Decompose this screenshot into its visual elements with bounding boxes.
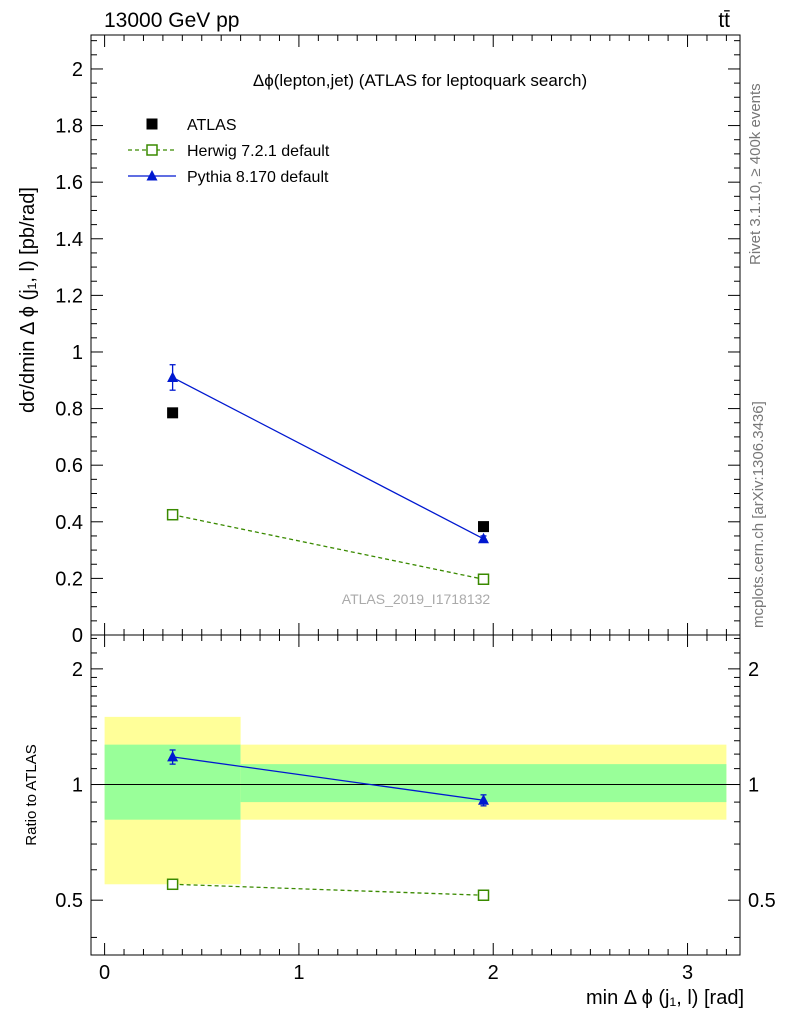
ratio-y-tick-label-right: 0.5 bbox=[748, 890, 776, 912]
legend-marker bbox=[146, 144, 158, 156]
x-tick-label: 0 bbox=[99, 962, 110, 984]
ratio-y-tick-label: 1 bbox=[72, 775, 83, 797]
main-series-pythia-8-170-default bbox=[167, 364, 490, 544]
main-series-herwig-7-2-1-default bbox=[166, 508, 490, 585]
main-series-line bbox=[172, 514, 484, 580]
analysis-watermark: ATLAS_2019_I1718132 bbox=[342, 591, 491, 607]
chart-title: Δϕ(lepton,jet) (ATLAS for leptoquark sea… bbox=[253, 71, 587, 90]
rivet-label: Rivet 3.1.10, ≥ 400k events bbox=[747, 83, 764, 265]
ratio-data-point bbox=[478, 794, 490, 805]
main-y-tick-label: 0 bbox=[72, 625, 83, 647]
ratio-y-tick-label-right: 2 bbox=[748, 659, 759, 681]
legend-label: Pythia 8.170 default bbox=[187, 169, 329, 186]
main-plot-area bbox=[166, 364, 490, 585]
x-axis: 0 1 2 3 bbox=[99, 635, 727, 984]
main-data-point bbox=[166, 508, 179, 521]
ratio-series-pythia-8-170-default bbox=[167, 749, 490, 807]
ratio-y-tick-label: 2 bbox=[72, 659, 83, 681]
main-y-tick-label: 1.6 bbox=[55, 172, 83, 194]
main-series-atlas bbox=[167, 407, 490, 533]
main-series-line bbox=[172, 376, 484, 540]
legend: ATLAS Herwig 7.2.1 default Pythia 8.170 de… bbox=[128, 117, 330, 186]
legend-label: Herwig 7.2.1 default bbox=[187, 143, 330, 160]
ratio-panel: 0.5 0.5 1 1 2 2 0 1 2 3 Ratio to ATLAS min Δ ϕ (… bbox=[23, 634, 776, 1009]
main-y-tick-label: 2 bbox=[72, 59, 83, 81]
main-y-tick-label: 1 bbox=[72, 342, 83, 364]
x-tick-label: 2 bbox=[488, 962, 499, 984]
x-axis-label: min Δ ϕ (j₁, l) [rad] bbox=[586, 987, 744, 1009]
x-tick-label: 1 bbox=[293, 962, 304, 984]
main-y-tick-label: 1.4 bbox=[55, 229, 83, 251]
main-panel: 0 0.2 0.4 0.6 0.8 1 1.2 1.4 1.6 1.8 2 Δϕ(lepton,je… bbox=[17, 34, 741, 647]
ratio-data-point bbox=[477, 889, 490, 902]
main-data-point bbox=[477, 573, 490, 585]
ratio-series-line bbox=[172, 883, 484, 896]
main-y-tick-label: 1.8 bbox=[55, 116, 83, 138]
ratio-y-tick-label: 0.5 bbox=[55, 890, 83, 912]
legend-label: ATLAS bbox=[187, 117, 237, 134]
ratio-y-axis: 0.5 0.5 1 1 2 2 bbox=[55, 637, 776, 938]
process-label: tt̄ bbox=[718, 9, 730, 32]
main-y-axis-label: dσ/dmin Δ ϕ (j₁, l) [pb/rad] bbox=[17, 187, 39, 413]
main-data-point bbox=[167, 407, 179, 419]
ratio-plot-area bbox=[91, 716, 740, 902]
main-data-point bbox=[478, 521, 490, 533]
legend-marker bbox=[146, 170, 158, 181]
ratio-y-axis-label: Ratio to ATLAS bbox=[23, 744, 40, 845]
ratio-series-line bbox=[172, 756, 484, 801]
main-data-point bbox=[478, 532, 490, 544]
main-data-point bbox=[167, 371, 179, 382]
ratio-data-point bbox=[167, 750, 179, 762]
energy-label: 13000 GeV pp bbox=[104, 9, 239, 32]
ratio-data-point bbox=[166, 878, 179, 891]
main-y-tick-label: 0.4 bbox=[55, 512, 83, 534]
main-y-tick-label: 0.6 bbox=[55, 455, 83, 477]
mcplots-label: mcplots.cern.ch [arXiv:1306.3436] bbox=[750, 401, 767, 628]
main-y-tick-label: 0.2 bbox=[55, 568, 83, 590]
main-y-tick-label: 0.8 bbox=[55, 399, 83, 421]
ratio-y-tick-label-right: 1 bbox=[748, 775, 759, 797]
main-y-tick-label: 1.2 bbox=[55, 285, 83, 307]
x-tick-label: 3 bbox=[682, 962, 693, 984]
main-y-axis: 0 0.2 0.4 0.6 0.8 1 1.2 1.4 1.6 1.8 2 bbox=[55, 35, 740, 647]
ratio-series-herwig-7-2-1-default bbox=[166, 878, 490, 902]
legend-marker bbox=[146, 118, 158, 130]
